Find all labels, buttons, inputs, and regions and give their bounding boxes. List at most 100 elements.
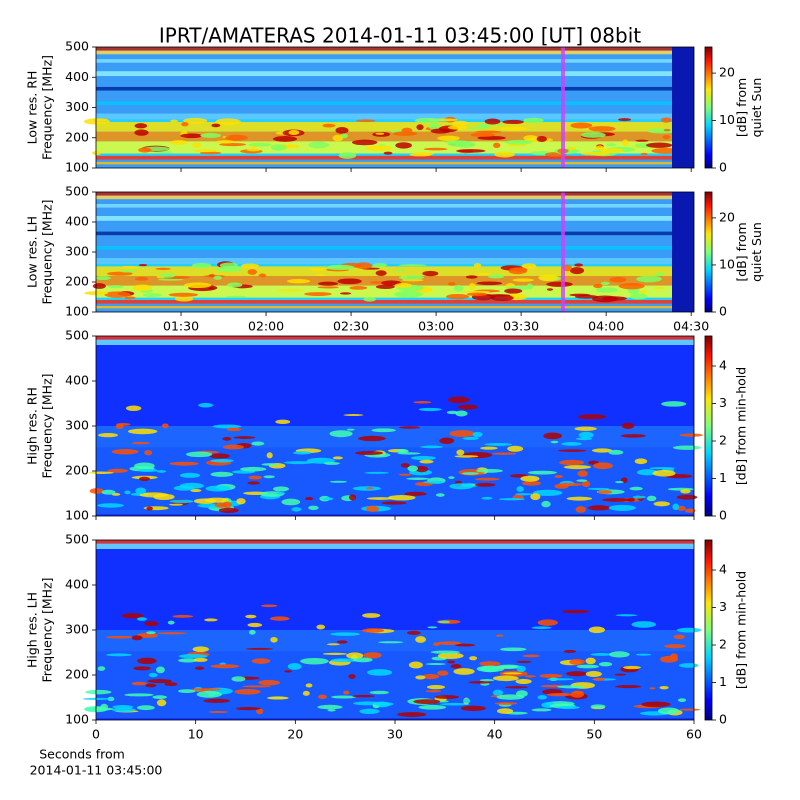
- spectrogram-band: [96, 300, 694, 304]
- spectrogram-blob: [472, 431, 483, 438]
- colorbar-label-line: quiet Sun: [749, 78, 764, 138]
- spectrogram-blob: [449, 483, 474, 490]
- spectrogram-blob: [577, 414, 607, 420]
- spectrogram-blob: [395, 269, 405, 272]
- spectrogram-blob: [588, 126, 616, 132]
- spectrogram-blob: [413, 400, 432, 404]
- spectrogram-blob: [180, 133, 203, 139]
- spectrogram-blob: [107, 468, 128, 473]
- spectrogram-blob: [134, 276, 149, 281]
- colorbar-label: [dB] from min-hold: [734, 571, 749, 689]
- spectrogram-blob: [426, 685, 446, 690]
- spectrogram-blob: [120, 270, 136, 273]
- spectrogram-blob: [398, 473, 412, 476]
- spectrogram-blob: [473, 263, 482, 268]
- spectrogram-blob: [317, 694, 327, 700]
- spectrogram-blob: [179, 472, 201, 478]
- spectrogram-blob: [512, 293, 519, 299]
- spectrogram-blob: [260, 604, 278, 608]
- spectrogram-blob: [398, 426, 421, 429]
- spectrogram-blob: [339, 292, 352, 295]
- spectrogram-blob: [190, 489, 202, 493]
- figure-title: IPRT/AMATERAS 2014-01-11 03:45:00 [UT] 0…: [159, 24, 641, 48]
- spectrogram-blob: [305, 497, 314, 501]
- spectrogram-blob: [147, 679, 172, 684]
- spectrogram-band: [96, 161, 694, 165]
- spectrogram-blob: [155, 151, 173, 154]
- colorbar-tick-label: 4: [719, 562, 727, 577]
- spectrogram-blob: [466, 292, 488, 297]
- spectrogram-blob: [138, 147, 152, 153]
- spectrogram-blob: [314, 274, 326, 277]
- spectrogram-blob: [398, 275, 425, 280]
- spectrogram-blob: [123, 296, 136, 300]
- spectrogram-blob: [574, 295, 599, 299]
- spectrogram-blob: [105, 635, 134, 639]
- spectrogram-blob: [270, 616, 290, 621]
- spectrogram-blob: [469, 656, 478, 661]
- spectrogram-blob: [667, 487, 695, 491]
- spectrogram-blob: [512, 278, 534, 282]
- spectrogram-blob: [677, 505, 686, 511]
- spectrogram-blob: [481, 496, 493, 500]
- spectrogram-blob: [343, 690, 350, 695]
- spectrogram-blob: [476, 469, 503, 473]
- spectrogram-blob: [308, 505, 319, 511]
- y-tick-label: 200: [65, 274, 89, 289]
- spectrogram-blob: [340, 133, 348, 139]
- spectrogram-band: [96, 71, 694, 77]
- spectrogram-blob: [283, 461, 314, 465]
- spectrogram-blob: [145, 683, 157, 688]
- spectrogram-blob: [138, 263, 148, 267]
- spectrogram-blob: [316, 624, 326, 630]
- spectrogram-blob: [178, 653, 208, 659]
- spectrogram-blob: [554, 483, 569, 489]
- spectrogram-blob: [396, 712, 427, 717]
- spectrogram-blob: [676, 494, 698, 500]
- colorbar-tick-label: 20: [719, 209, 735, 224]
- spectrogram-blob: [272, 486, 290, 492]
- spectrogram-blob: [608, 504, 636, 511]
- spectrogram-blob: [626, 498, 635, 502]
- spectrogram-blob: [569, 267, 585, 275]
- spectrogram-blob: [635, 653, 652, 656]
- spectrogram-blob: [134, 123, 148, 129]
- spectrogram-blob: [598, 662, 613, 667]
- x-tick-label: 50: [586, 727, 602, 742]
- y-tick-label: 500: [65, 184, 89, 199]
- spectrogram-blob: [134, 462, 155, 470]
- spectrogram-blob: [652, 469, 676, 477]
- spectrogram-blob: [678, 698, 687, 703]
- spectrogram-blob: [323, 461, 340, 465]
- spectrogram-blob: [591, 448, 613, 453]
- spectrogram-blob: [351, 139, 378, 146]
- spectrogram-blob: [524, 675, 536, 678]
- spectrogram-blob: [245, 614, 257, 619]
- spectrogram-blob: [657, 707, 680, 715]
- spectrogram-blob: [504, 288, 523, 294]
- spectrogram-blob: [167, 620, 175, 625]
- spectrogram-blob: [349, 494, 357, 501]
- spectrogram-blob: [468, 680, 492, 684]
- spectrogram-blob: [515, 493, 533, 496]
- spectrogram-blob: [196, 690, 222, 698]
- spectrogram-blob: [425, 690, 442, 693]
- colorbar-tick-label: 4: [719, 358, 727, 373]
- spectrogram-blob: [82, 697, 112, 701]
- spectrogram-blob: [146, 506, 153, 511]
- spectrogram-blob: [286, 278, 311, 284]
- spectrogram-band: [96, 426, 694, 448]
- spectrogram-blob: [231, 676, 246, 682]
- spectrogram-blob: [372, 263, 388, 268]
- spectrogram-blob: [366, 505, 379, 512]
- spectrogram-blob: [500, 647, 527, 652]
- spectrogram-blob: [447, 660, 456, 664]
- spectrogram-blob: [247, 622, 263, 628]
- y-label-line: Low res. LH: [25, 216, 40, 288]
- spectrogram-blob: [418, 407, 442, 412]
- spectrogram-blob: [474, 483, 496, 487]
- spectrogram-blob: [142, 293, 162, 298]
- spectrogram-blob: [502, 119, 524, 125]
- spectrogram-blob: [406, 630, 421, 635]
- spectrogram-blob: [527, 470, 557, 475]
